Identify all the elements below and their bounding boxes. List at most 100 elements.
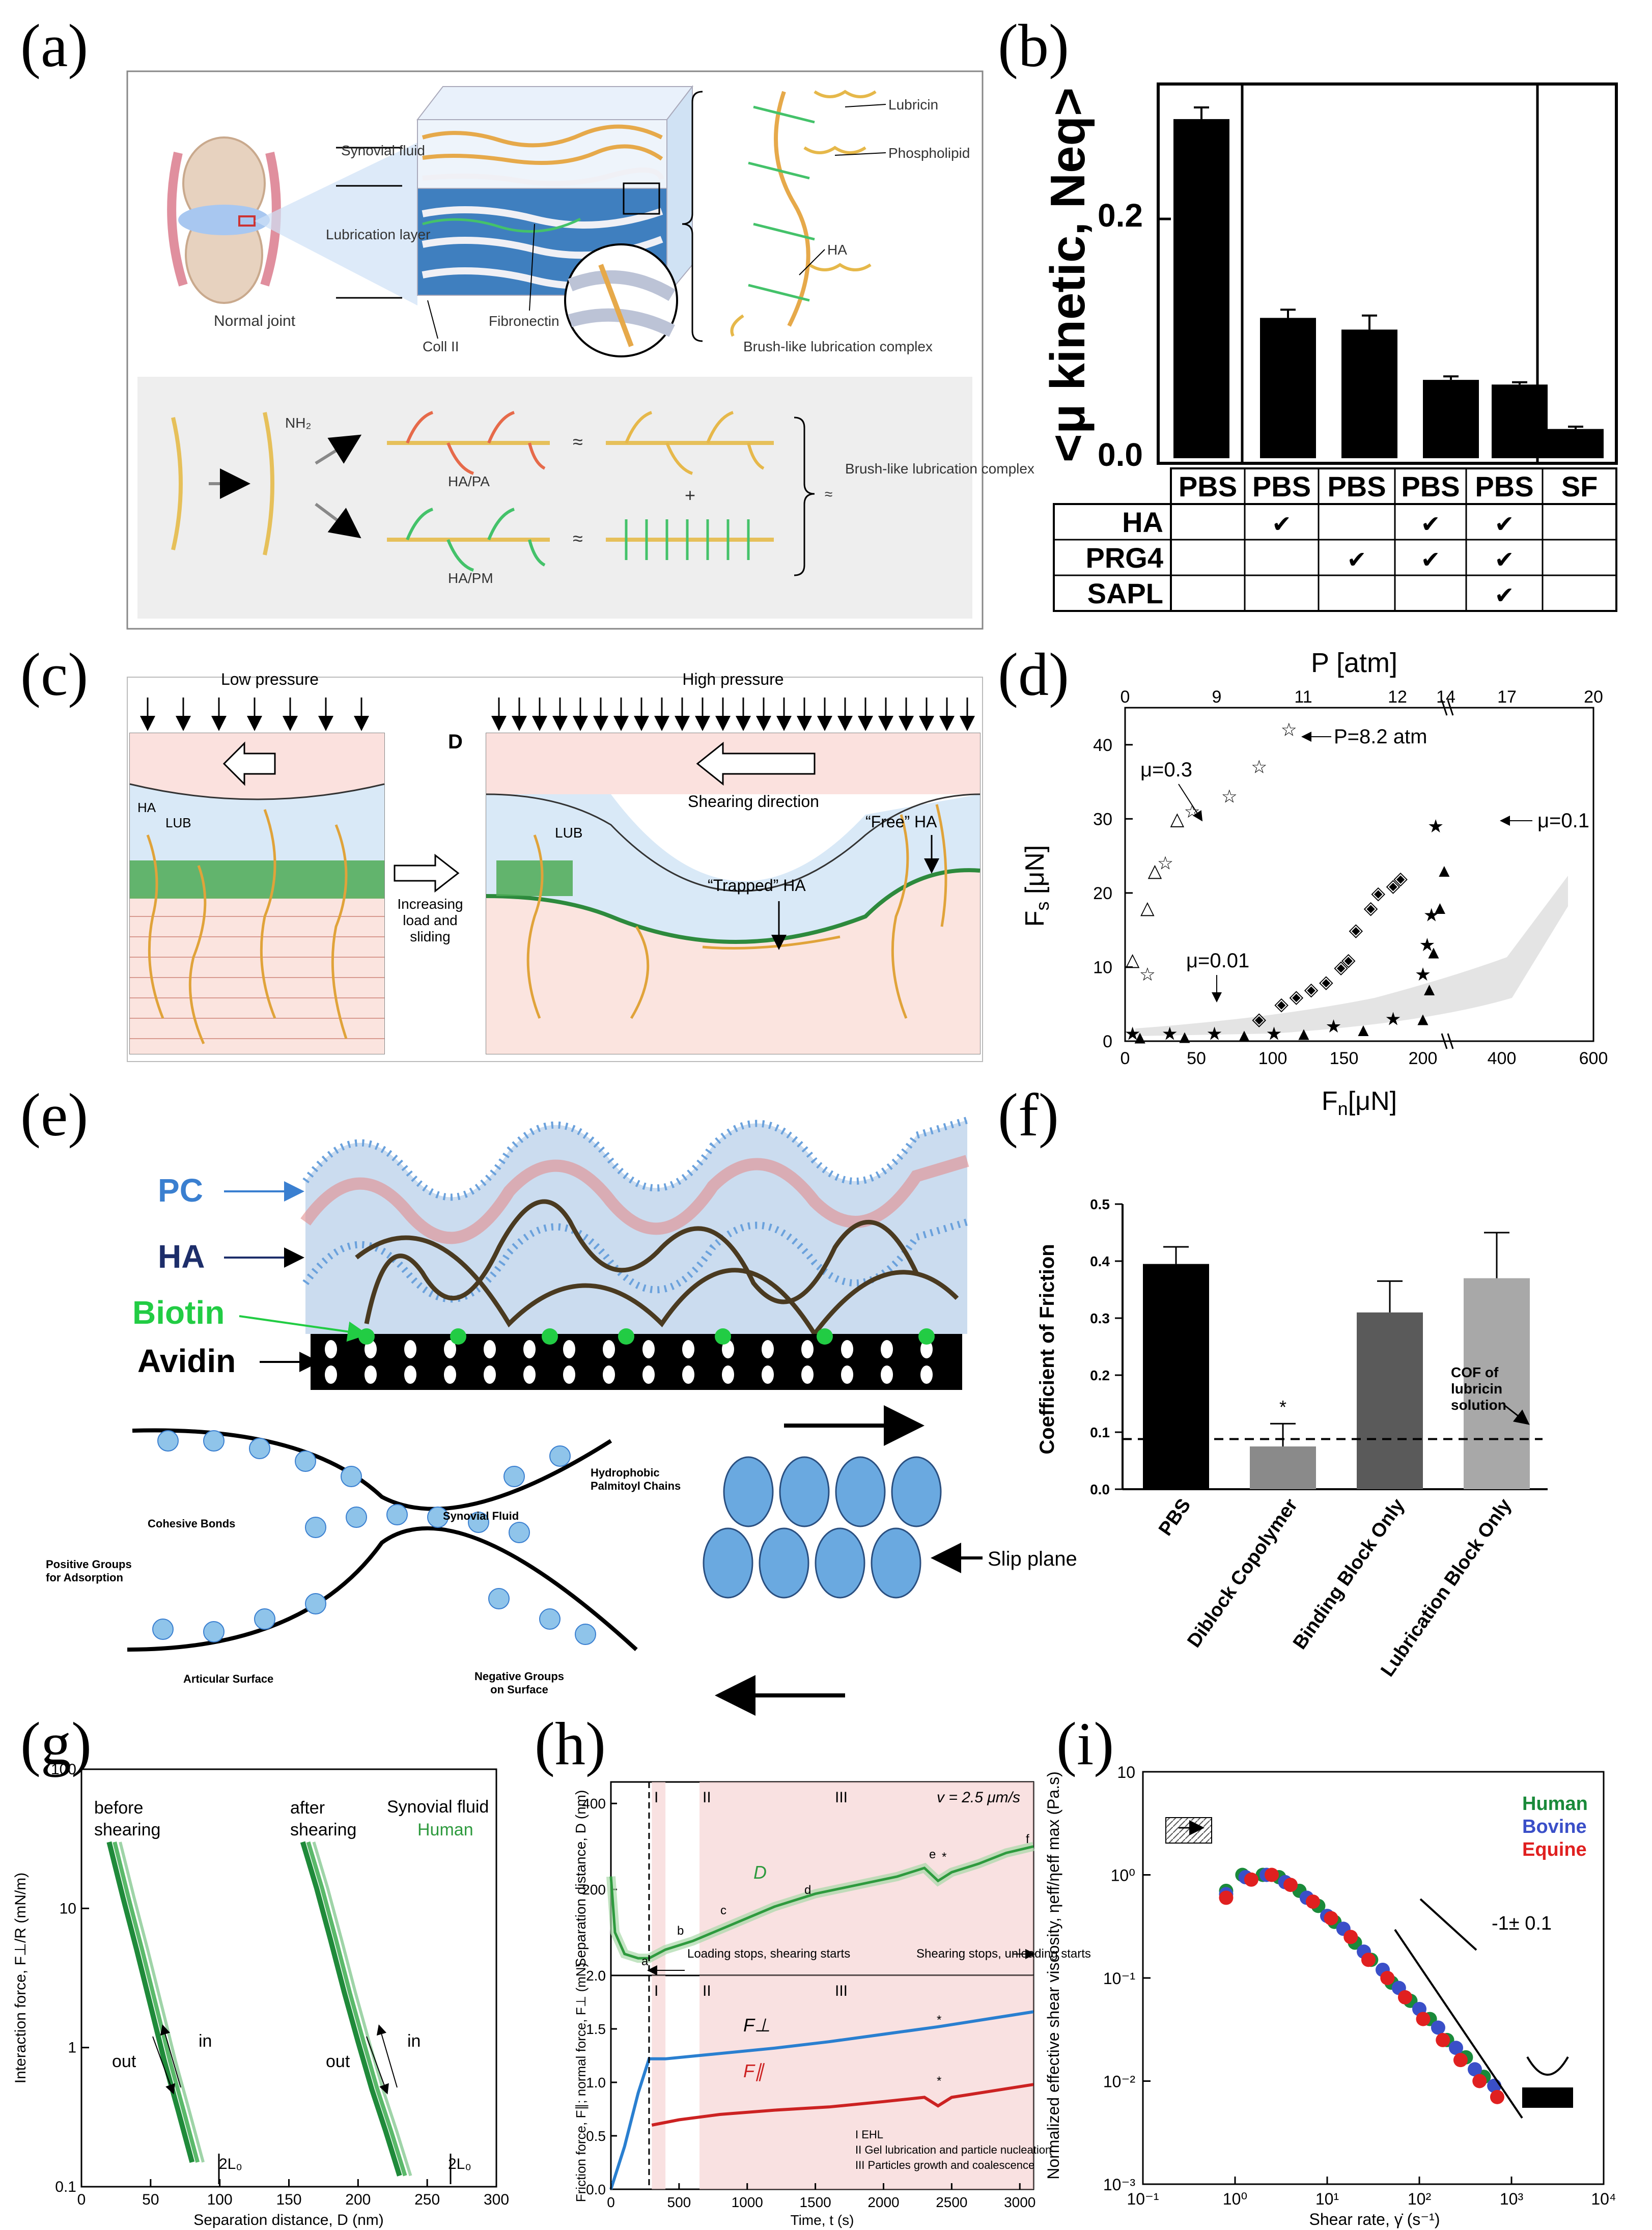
c-shearing-direction: Shearing direction (688, 792, 819, 811)
f-bars (1143, 1232, 1530, 1489)
brush-complex-illustration (730, 90, 877, 337)
i-point (1343, 1930, 1358, 1944)
d-y-label: Fs [μN] (1020, 845, 1053, 927)
d-top-tick: 20 (1584, 687, 1603, 707)
lubrication-box (416, 85, 694, 297)
e-avidin-label: Avidin (137, 1343, 236, 1379)
g-curve (312, 1842, 412, 2177)
h-pt-e: e (929, 1848, 936, 1861)
panel-g-letter: (g) (20, 1710, 92, 1777)
f-y-ticks: 0.0 0.1 0.2 0.3 0.4 0.5 (1090, 1196, 1123, 1497)
h-pt-c: c (720, 1904, 726, 1917)
d-point: ◈ (1252, 1008, 1266, 1029)
label-approx-1: ≈ (573, 431, 583, 452)
i-x-tick: 10⁰ (1223, 2190, 1247, 2208)
d-point: ★ (1423, 905, 1440, 926)
h-reg-2: II (703, 1789, 711, 1806)
g-curve (119, 1842, 205, 2163)
i-inset-2 (1526, 2056, 1569, 2076)
g-in: in (199, 2031, 212, 2051)
h-x-tick: 0 (607, 2194, 615, 2210)
d-point: △ (1140, 897, 1155, 918)
i-point (1416, 2012, 1431, 2026)
d-y-tick: 10 (1093, 958, 1112, 977)
g-after: after shearing (290, 1798, 357, 1839)
b-bar (1492, 384, 1548, 458)
c-ha-label: HA (137, 800, 156, 815)
d-point: ▲ (1414, 1008, 1432, 1029)
d-point: △ (1126, 949, 1140, 970)
b-table-header: PBS (1401, 470, 1460, 503)
c-d-label: D (448, 731, 463, 753)
f-bar (1357, 1312, 1423, 1489)
panel-d: P [atm] 0 9 11 12 14 17 20 Fs [μN] 0 10 20 30 40 0… (1020, 648, 1608, 1119)
g-x-tick: 300 (484, 2191, 509, 2208)
h-pt-d: d (804, 1883, 811, 1897)
d-x-label: Fn[μN] (1322, 1086, 1397, 1119)
i-legend-human: Human (1522, 1793, 1588, 1815)
b-y-label: <μ kinetic, Neq> (1041, 88, 1095, 462)
label-nh2: NH₂ (285, 415, 311, 431)
h-force-curve (651, 2083, 1034, 2127)
d-point: ☆ (1281, 719, 1297, 740)
e-negative: Negative Groups on Surface (474, 1670, 565, 1696)
d-point: ◈ (1304, 979, 1319, 999)
label-lubrication-layer: Lubrication layer (326, 227, 430, 242)
d-point: ★ (1385, 1008, 1401, 1029)
d-mu03: μ=0.3 (1140, 759, 1192, 781)
d-y-tick: 40 (1093, 736, 1112, 755)
g-x-tick: 0 (77, 2191, 86, 2208)
d-point: ★ (1162, 1023, 1178, 1044)
g-ticks: 100 10 1 0.10 50 100 150 200 250 300 (51, 1761, 509, 2208)
g-y-tick: 10 (60, 1900, 76, 1917)
b-check: ✔ (1495, 511, 1515, 537)
g-y-label: Interaction force, F⊥/R (mN/m) (12, 1873, 29, 2084)
h-curve-d: D (753, 1862, 767, 1883)
i-point (1472, 2074, 1487, 2088)
c-lub-label-2: LUB (555, 825, 582, 841)
h-reg2-2: II (703, 1983, 711, 1999)
h-star-1: * (942, 1850, 946, 1864)
label-fibronectin: Fibronectin (489, 313, 559, 329)
b-check: ✔ (1347, 546, 1367, 573)
b-table-header: PBS (1327, 470, 1386, 503)
label-brush-complex-2: Brush-like lubrication complex (845, 461, 1034, 477)
c-high-pressure: High pressure (682, 670, 783, 688)
panel-e: PC HA Biotin Avidin Cohesive Bonds Synov… (46, 1117, 1077, 1716)
d-point: ◈ (1334, 956, 1348, 977)
h-x-tick: 1000 (732, 2194, 763, 2210)
i-y-tick: 10 (1117, 1763, 1135, 1781)
h-x-tick: 2500 (936, 2194, 967, 2210)
d-points: △△△△☆☆☆☆☆☆◈◈ ◈ ◈ ◈◈◈◈◈◈ ◈◈★ ★ ★ ★ ★ ★★★★★▲ ▲ ▲ ▲ ▲▲▲▲… (1124, 719, 1453, 1048)
d-top-tick: 12 (1388, 687, 1407, 707)
h-top-ytick: 400 (582, 1796, 606, 1811)
f-y-tick: 0.1 (1090, 1425, 1110, 1440)
h-top-ylabel: Separation distance, D (nm) (573, 1790, 589, 1968)
label-normal-joint: Normal joint (214, 313, 296, 329)
panel-a-lower-bg (137, 377, 972, 619)
h-x-tick: 3000 (1004, 2194, 1035, 2210)
e-positive: Positive Groups for Adsorption (46, 1558, 132, 1584)
i-slope: -1± 0.1 (1492, 1913, 1552, 1934)
i-point (1431, 2020, 1445, 2035)
i-point (1324, 1911, 1338, 1926)
d-point: ◈ (1319, 971, 1333, 992)
d-point: ▲ (1424, 941, 1443, 962)
i-y-tick: 10⁻¹ (1103, 1969, 1135, 1988)
g-x-tick: 250 (414, 2191, 440, 2208)
h-legend-3: III Particles growth and coalescence (855, 2159, 1034, 2171)
d-top-axis-label: P [atm] (1311, 648, 1397, 678)
d-point: ▲ (1295, 1023, 1313, 1044)
b-table-header: SF (1561, 470, 1598, 503)
g-l0-2: 2L₀ (448, 2156, 471, 2172)
h-top-ytick: 0 (598, 1968, 606, 1984)
g-out-2: out (326, 2052, 350, 2071)
g-l0: 2L₀ (219, 2156, 242, 2172)
i-x-tick: 10² (1408, 2190, 1432, 2208)
i-point (1453, 2053, 1468, 2068)
panel-a-letter: (a) (20, 12, 89, 79)
f-y-tick: 0.5 (1090, 1196, 1110, 1212)
g-x-tick: 100 (207, 2191, 233, 2208)
d-top-tick: 0 (1121, 687, 1130, 707)
b-table-header: PBS (1252, 470, 1311, 503)
